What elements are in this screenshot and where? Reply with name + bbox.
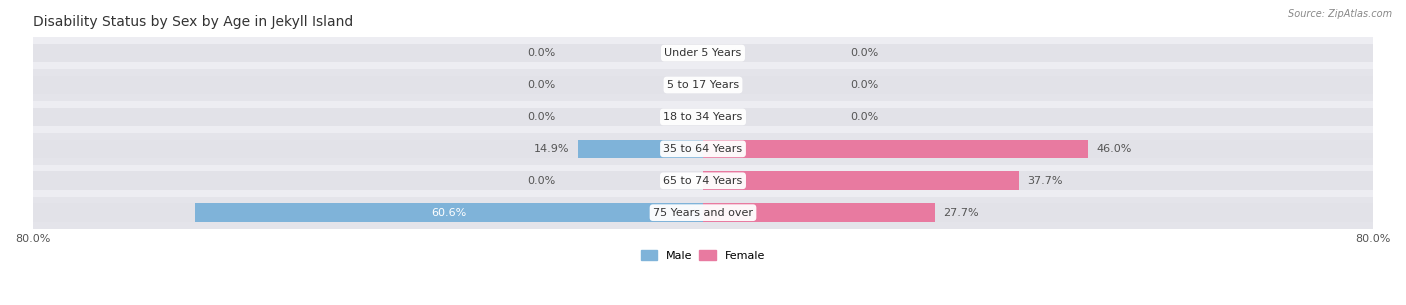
Text: 27.7%: 27.7% [943,208,979,218]
Text: 35 to 64 Years: 35 to 64 Years [664,144,742,154]
Text: 0.0%: 0.0% [527,112,555,122]
Text: 18 to 34 Years: 18 to 34 Years [664,112,742,122]
Bar [703,203,935,222]
Bar [703,140,1088,158]
Text: 75 Years and over: 75 Years and over [652,208,754,218]
Bar [32,108,1374,126]
Legend: Male, Female: Male, Female [637,246,769,265]
Bar [703,171,1019,190]
Text: Under 5 Years: Under 5 Years [665,48,741,58]
Text: 46.0%: 46.0% [1097,144,1132,154]
Bar [32,197,1374,229]
Bar [32,140,1374,158]
Text: 0.0%: 0.0% [527,80,555,90]
Bar [32,69,1374,101]
Text: 0.0%: 0.0% [851,80,879,90]
Text: 37.7%: 37.7% [1028,176,1063,186]
Text: 0.0%: 0.0% [851,112,879,122]
Text: 0.0%: 0.0% [527,48,555,58]
Bar [32,171,1374,190]
Text: 14.9%: 14.9% [534,144,569,154]
Bar [32,37,1374,69]
Text: 0.0%: 0.0% [527,176,555,186]
Text: Source: ZipAtlas.com: Source: ZipAtlas.com [1288,9,1392,19]
Text: 60.6%: 60.6% [432,208,467,218]
Bar [32,165,1374,197]
Text: Disability Status by Sex by Age in Jekyll Island: Disability Status by Sex by Age in Jekyl… [32,15,353,29]
Text: 65 to 74 Years: 65 to 74 Years [664,176,742,186]
Bar [32,44,1374,62]
Bar [32,133,1374,165]
Bar [195,203,703,222]
Text: 0.0%: 0.0% [851,48,879,58]
Bar [32,76,1374,94]
Bar [578,140,703,158]
Text: 5 to 17 Years: 5 to 17 Years [666,80,740,90]
Bar [32,101,1374,133]
Bar [32,203,1374,222]
